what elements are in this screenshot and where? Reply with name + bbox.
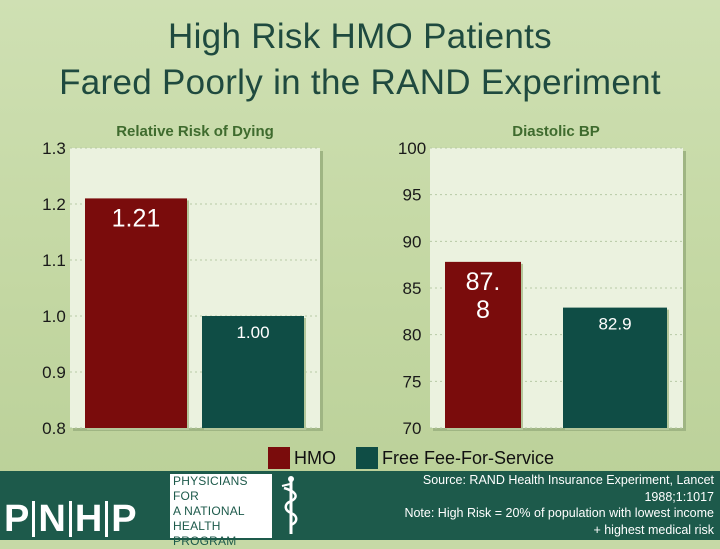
caduceus-icon bbox=[281, 476, 298, 534]
logo-separator bbox=[68, 501, 72, 537]
y-tick-label: 0.9 bbox=[42, 363, 66, 382]
y-tick-label: 1.0 bbox=[42, 307, 66, 326]
pnhp-logo-text: PHYSICIANS FOR A NATIONAL HEALTH PROGRAM bbox=[169, 473, 273, 548]
bar-value-label: 82.9 bbox=[598, 315, 631, 334]
legend-swatch-ffs bbox=[356, 447, 378, 469]
bar-value-label-line: 1.21 bbox=[112, 204, 161, 232]
bar-value-label: 1.00 bbox=[236, 323, 269, 342]
note-line-2: + highest medical risk bbox=[593, 522, 714, 537]
y-tick-label: 90 bbox=[403, 232, 422, 251]
footer-band bbox=[0, 471, 720, 540]
logo-text-line: HEALTH bbox=[173, 519, 221, 533]
bar-value-label-line: 82.9 bbox=[598, 315, 631, 334]
y-tick-label: 1.2 bbox=[42, 195, 66, 214]
title-line-2: Fared Poorly in the RAND Experiment bbox=[59, 63, 661, 102]
chart-2: 100 95 90 85 80 75 70 Diastolic BP 87. 8 82.9 bbox=[398, 123, 686, 438]
bar-value-label-line: 87. bbox=[466, 268, 501, 296]
y-tick-label: 85 bbox=[403, 279, 422, 298]
pnhp-logo: P N H P bbox=[4, 499, 137, 539]
y-tick-label: 1.1 bbox=[42, 251, 66, 270]
legend: HMO Free Fee-For-Service bbox=[268, 446, 574, 470]
y-tick-label: 70 bbox=[403, 419, 422, 438]
note-line-1: Note: High Risk = 20% of population with… bbox=[404, 506, 714, 520]
y-tick-label: 95 bbox=[403, 186, 422, 205]
title-line-1: High Risk HMO Patients bbox=[168, 17, 552, 56]
y-tick-label: 100 bbox=[398, 139, 426, 158]
logo-letter-p1: P bbox=[4, 498, 30, 540]
bar-ffs bbox=[563, 307, 667, 428]
bar-value-label: 1.21 bbox=[112, 204, 161, 232]
legend-label-hmo: HMO bbox=[294, 447, 336, 468]
bar-value-label-line: 1.00 bbox=[236, 323, 269, 342]
logo-letter-n: N bbox=[38, 498, 66, 540]
logo-letter-p2: P bbox=[111, 498, 137, 540]
y-tick-label: 1.3 bbox=[42, 139, 66, 158]
chart-1: 1.3 1.2 1.1 1.0 0.9 0.8 Relative Risk of Dying… bbox=[42, 123, 323, 438]
y-tick-label: 75 bbox=[403, 372, 422, 391]
logo-separator bbox=[32, 501, 36, 537]
logo-text-line: PHYSICIANS FOR bbox=[173, 474, 248, 503]
legend-label-ffs: Free Fee-For-Service bbox=[382, 447, 555, 468]
y-tick-label: 80 bbox=[403, 326, 422, 345]
y-tick-label: 0.8 bbox=[42, 419, 66, 438]
logo-separator bbox=[105, 501, 109, 537]
bar-hmo bbox=[445, 261, 521, 428]
legend-swatch-hmo bbox=[268, 447, 290, 469]
logo-text-line: A NATIONAL bbox=[173, 504, 245, 518]
logo-text-line: PROGRAM bbox=[173, 534, 237, 548]
chart-title: Relative Risk of Dying bbox=[116, 123, 274, 140]
logo-letter-h: H bbox=[74, 498, 103, 540]
bar-value-label-line: 8 bbox=[476, 296, 490, 324]
bar-hmo bbox=[85, 198, 187, 428]
source-note: Source: RAND Health Insurance Experiment… bbox=[354, 472, 714, 538]
source-line-1: Source: RAND Health Insurance Experiment… bbox=[422, 473, 714, 487]
bar-value-label: 87. 8 bbox=[466, 268, 501, 324]
chart-title: Diastolic BP bbox=[512, 123, 600, 140]
slide-title: High Risk HMO Patients Fared Poorly in t… bbox=[0, 14, 720, 106]
source-line-2: 1988;1:1017 bbox=[644, 489, 714, 504]
bar-ffs bbox=[202, 316, 304, 428]
